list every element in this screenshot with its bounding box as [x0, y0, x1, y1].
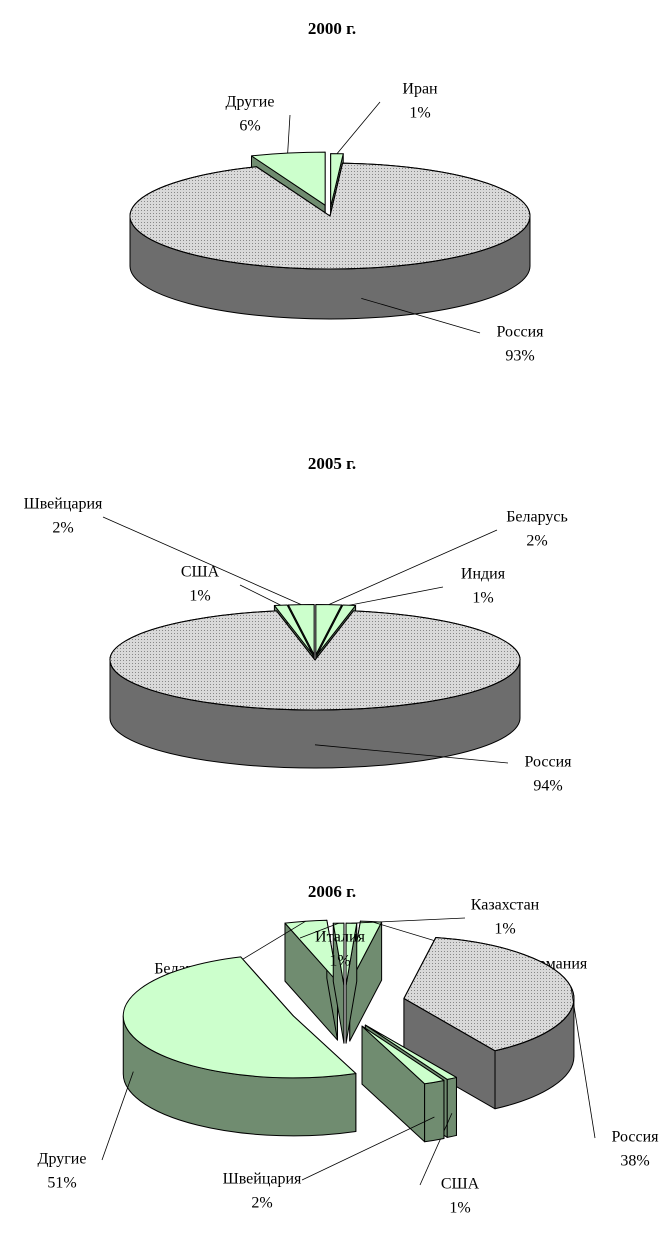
leader-line: [301, 1116, 435, 1181]
leader-line: [351, 917, 466, 924]
slice-value-label: 1%: [494, 921, 515, 938]
slice-value-label: 2%: [52, 520, 73, 537]
slice-top: [364, 1024, 457, 1080]
slice-value-label: 94%: [533, 778, 562, 795]
leader-line: [101, 1071, 134, 1161]
leader-line: [328, 529, 498, 606]
slice-value-label: 51%: [47, 1175, 76, 1192]
slice-value-label: 2%: [526, 533, 547, 550]
slice-value-label: 38%: [620, 1153, 649, 1170]
chart-title: 2005 г.: [308, 454, 356, 473]
slice-label: Индия: [461, 566, 506, 583]
leader-line: [314, 744, 509, 764]
slice-side: [446, 1076, 457, 1138]
chart-title: 2000 г.: [308, 19, 356, 38]
chart-title: 2006 г.: [308, 882, 356, 901]
pie-slice: [129, 162, 531, 320]
pie-slice: [284, 919, 339, 1041]
slice-value-label: 1%: [409, 105, 430, 122]
slice-value-label: 2%: [251, 1195, 272, 1212]
pie-slice: [332, 922, 345, 1044]
slice-top: [330, 153, 344, 208]
pie-slice: [109, 610, 521, 769]
slice-value-label: 1%: [189, 588, 210, 605]
leader-line: [299, 922, 339, 939]
slice-label: Беларусь: [506, 509, 568, 526]
pie-slice: [403, 937, 575, 1110]
leader-line: [361, 297, 481, 334]
slice-label: Казахстан: [471, 897, 540, 914]
pie-slice: [122, 956, 357, 1137]
slice-value-label: 1%: [329, 953, 350, 970]
slice-label: Россия: [496, 324, 544, 341]
slice-label: Россия: [524, 754, 572, 771]
slice-label: США: [181, 564, 220, 581]
leader-line: [287, 114, 291, 154]
slice-label: Швейцария: [223, 1171, 302, 1188]
slice-top: [287, 604, 315, 656]
slice-top: [315, 604, 343, 656]
slice-texture: [109, 610, 521, 711]
leader-line: [419, 1113, 453, 1186]
leader-line: [336, 101, 381, 154]
slice-side: [424, 1079, 445, 1143]
slice-label: Другие: [38, 1151, 87, 1168]
slice-value-label: 1%: [449, 1200, 470, 1217]
slice-label: Россия: [611, 1129, 659, 1146]
slice-label: Италия: [315, 929, 366, 946]
slice-top: [316, 604, 357, 656]
slice-top: [122, 956, 357, 1079]
pie-slice: [361, 1025, 445, 1143]
pie-slice: [345, 922, 358, 1044]
slice-label: США: [441, 1176, 480, 1193]
leader-line: [570, 986, 596, 1139]
slice-label: Иран: [402, 81, 438, 98]
slice-top: [251, 151, 326, 206]
leader-line: [102, 516, 302, 606]
slice-value-label: 1%: [472, 590, 493, 607]
slice-value-label: 6%: [239, 118, 260, 135]
slice-top: [332, 922, 345, 986]
slice-texture: [129, 162, 531, 270]
leader-line: [349, 586, 444, 606]
slice-top: [361, 1025, 445, 1085]
slice-top: [273, 604, 314, 656]
slice-label: Швейцария: [24, 496, 103, 513]
leader-line: [239, 584, 281, 606]
slice-value-label: 93%: [505, 348, 534, 365]
slice-label: Другие: [226, 94, 275, 111]
